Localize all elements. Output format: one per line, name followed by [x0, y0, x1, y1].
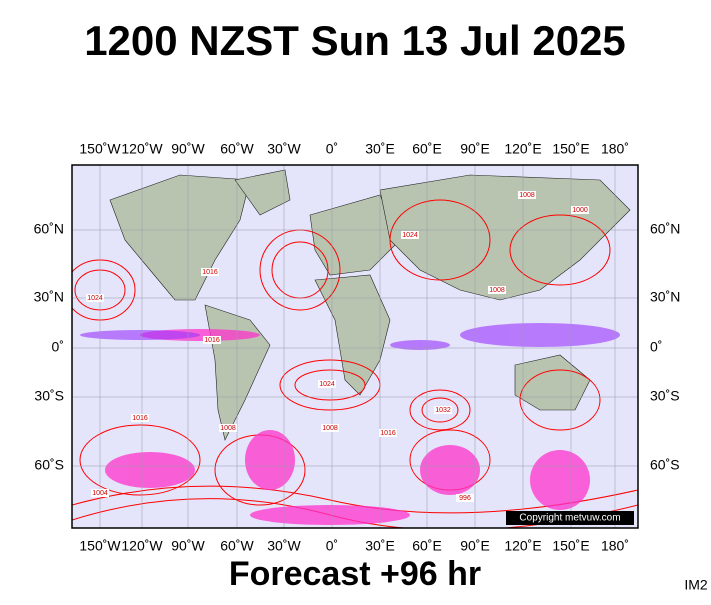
lon-label: 90˚E: [460, 538, 490, 554]
isobar-label-bg: [456, 494, 474, 502]
lat-label: 0˚: [650, 339, 662, 355]
lon-label: 90˚E: [460, 141, 490, 157]
isobar-label: 1008: [220, 425, 236, 432]
lon-label: 30˚E: [365, 538, 395, 554]
lon-label: 120˚E: [504, 141, 541, 157]
isobar-label-bg: [401, 231, 419, 239]
lon-label: 120˚E: [504, 538, 541, 554]
lon-label: 0˚: [326, 141, 338, 157]
lon-label: 180˚: [601, 141, 629, 157]
isobar-label-bg: [571, 206, 589, 214]
lon-label: 60˚W: [220, 538, 254, 554]
isobar-label: 1016: [380, 430, 396, 437]
isobar-label: 1008: [489, 287, 505, 294]
isobar-label-bg: [86, 294, 104, 302]
lat-label: 0˚: [52, 339, 64, 355]
isobar-label: 1016: [204, 337, 220, 344]
lon-label: 150˚W: [79, 538, 121, 554]
lon-label: 120˚W: [121, 141, 163, 157]
isobar-label: 1032: [435, 407, 451, 414]
isobar-label: 1024: [319, 381, 335, 388]
lon-label: 0˚: [326, 538, 338, 554]
copyright: Copyright metvuw.com: [519, 513, 620, 524]
isobar-label: 1016: [202, 269, 218, 276]
isobar-label-bg: [201, 268, 219, 276]
lat-label: 60˚S: [650, 457, 680, 473]
title: 1200 NZST Sun 13 Jul 2025: [84, 17, 626, 64]
lat-label: 60˚N: [34, 221, 64, 237]
isobar-label: 1008: [322, 425, 338, 432]
isobar-label: 1004: [92, 490, 108, 497]
lat-label: 60˚S: [34, 457, 64, 473]
map-area: 1024 1016 1016 1024 1032 1008 1016 996 1004 1016 1…: [72, 165, 638, 528]
isobar-label-bg: [518, 191, 536, 199]
isobar-label-bg: [488, 286, 506, 294]
map-frame: [71, 164, 639, 529]
lon-label: 180˚: [601, 538, 629, 554]
isobar-label: 1024: [87, 295, 103, 302]
isobar-label: 1000: [572, 207, 588, 214]
lon-label: 30˚W: [267, 538, 301, 554]
lat-label: 30˚N: [34, 289, 64, 305]
lon-label: 60˚E: [412, 141, 442, 157]
isobar-label-bg: [131, 414, 149, 422]
lat-label: 60˚N: [650, 221, 680, 237]
lon-label: 30˚E: [365, 141, 395, 157]
isobar-label: 1008: [519, 192, 535, 199]
isobar-label: 1016: [132, 415, 148, 422]
lon-label: 150˚E: [552, 538, 589, 554]
lon-label: 60˚W: [220, 141, 254, 157]
lon-label: 90˚W: [171, 538, 205, 554]
isobar-label-bg: [318, 380, 336, 388]
lon-label: 150˚E: [552, 141, 589, 157]
lon-label: 90˚W: [171, 141, 205, 157]
image-code: IM2: [684, 577, 708, 593]
isobar-label-bg: [434, 406, 452, 414]
isobar-label: 1024: [402, 232, 418, 239]
lat-label: 30˚N: [650, 289, 680, 305]
lat-label: 30˚S: [650, 388, 680, 404]
isobar-label-bg: [203, 336, 221, 344]
lon-label: 120˚W: [121, 538, 163, 554]
forecast-label: Forecast +96 hr: [229, 555, 481, 593]
lon-label: 60˚E: [412, 538, 442, 554]
isobar-label-bg: [321, 424, 339, 432]
lon-label: 30˚W: [267, 141, 301, 157]
isobar-label-bg: [219, 424, 237, 432]
lon-label: 150˚W: [79, 141, 121, 157]
isobar-label-bg: [91, 489, 109, 497]
isobar-label-bg: [379, 429, 397, 437]
isobar-label: 996: [459, 495, 471, 502]
lat-label: 30˚S: [34, 388, 64, 404]
